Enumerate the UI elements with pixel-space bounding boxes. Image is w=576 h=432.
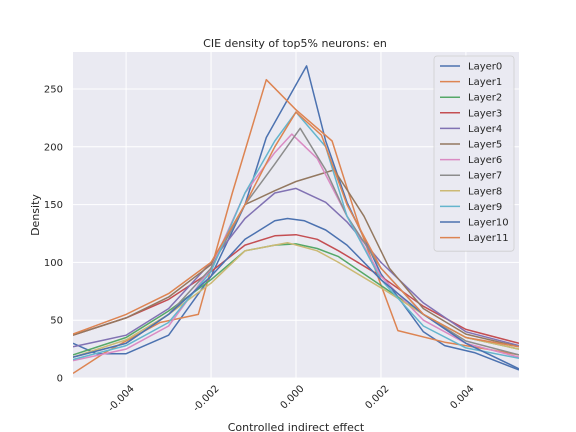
- series-line-layer3: [73, 233, 519, 345]
- series-line-layer10: [73, 217, 519, 370]
- legend-frame: [433, 55, 515, 252]
- x-tick-label: -0.002: [191, 384, 222, 415]
- y-tick-label: 0: [57, 374, 63, 385]
- y-tick-label: 150: [44, 200, 63, 211]
- legend-label: Layer10: [468, 218, 509, 229]
- legend-label: Layer4: [468, 124, 502, 135]
- chart-title: CIE density of top5% neurons: en: [203, 37, 387, 50]
- legend-label: Layer2: [468, 93, 502, 104]
- legend-label: Layer7: [468, 171, 502, 182]
- legend-label: Layer1: [468, 77, 502, 88]
- series-line-layer11: [73, 111, 519, 348]
- x-axis-ticks: -0.004 -0.002 0.000 0.002 0.004: [106, 384, 476, 415]
- y-tick-label: 100: [44, 258, 63, 269]
- y-tick-label: 200: [44, 142, 63, 153]
- series-line-layer6: [73, 133, 519, 362]
- series-line-layer4: [73, 187, 519, 348]
- series-line-layer1: [73, 78, 519, 375]
- series-line-layer5: [73, 169, 519, 348]
- legend: Layer0 Layer1 Layer2 Layer3 Layer4 Layer5 Laye…: [433, 55, 515, 252]
- legend-label: Layer9: [468, 202, 502, 213]
- legend-label: Layer3: [468, 108, 502, 119]
- legend-label: Layer5: [468, 140, 502, 151]
- y-axis-ticks: 0 50 100 150 200 250: [44, 84, 63, 384]
- x-tick-label: 0.000: [279, 384, 307, 412]
- legend-label: Layer0: [468, 62, 502, 73]
- y-tick-label: 250: [44, 84, 63, 95]
- x-tick-label: -0.004: [106, 384, 137, 415]
- legend-label: Layer8: [468, 186, 502, 197]
- y-axis-title: Density: [29, 194, 42, 236]
- x-tick-label: 0.004: [448, 384, 476, 412]
- series-lines: [73, 65, 519, 375]
- legend-label: Layer6: [468, 155, 502, 166]
- legend-label: Layer11: [468, 233, 509, 244]
- x-tick-label: 0.002: [364, 384, 392, 412]
- y-tick-label: 50: [50, 316, 63, 327]
- x-axis-title: Controlled indirect effect: [228, 421, 365, 432]
